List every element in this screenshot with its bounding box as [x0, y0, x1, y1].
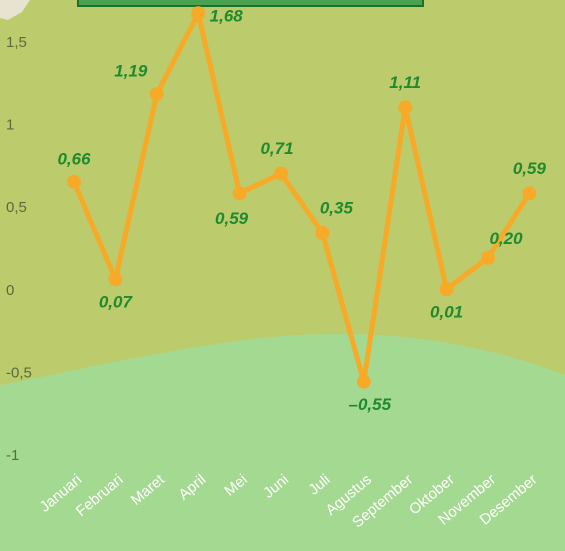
data-label: 0,59 [215, 209, 249, 228]
marker [150, 87, 164, 101]
y-tick-label: -0,5 [6, 364, 32, 381]
chart: -1-0,500,511,50,66Januari0,07Februari1,1… [0, 0, 565, 551]
marker [67, 175, 81, 189]
marker [108, 272, 122, 286]
y-tick-label: 0,5 [6, 199, 27, 216]
y-tick-label: 1 [6, 117, 14, 134]
y-tick-label: 0 [6, 282, 14, 299]
marker [398, 100, 412, 114]
data-label: 0,59 [513, 159, 547, 178]
marker [274, 167, 288, 181]
data-label: 1,68 [210, 7, 244, 26]
data-label: 0,66 [57, 149, 91, 168]
data-label: –0,55 [349, 395, 392, 414]
data-label: 0,71 [260, 139, 293, 158]
data-label: 0,01 [430, 303, 463, 322]
marker [357, 375, 371, 389]
marker [315, 226, 329, 240]
marker [522, 186, 536, 200]
data-label: 0,07 [99, 293, 134, 312]
data-label: 1,11 [389, 73, 421, 92]
marker [481, 251, 495, 265]
y-tick-label: -1 [6, 447, 19, 464]
marker [191, 6, 205, 20]
banner [78, 0, 423, 6]
marker [440, 282, 454, 296]
marker [233, 186, 247, 200]
data-label: 1,19 [114, 62, 148, 81]
y-tick-label: 1,5 [6, 34, 27, 51]
data-label: 0,20 [489, 229, 523, 248]
data-label: 0,35 [320, 198, 354, 217]
